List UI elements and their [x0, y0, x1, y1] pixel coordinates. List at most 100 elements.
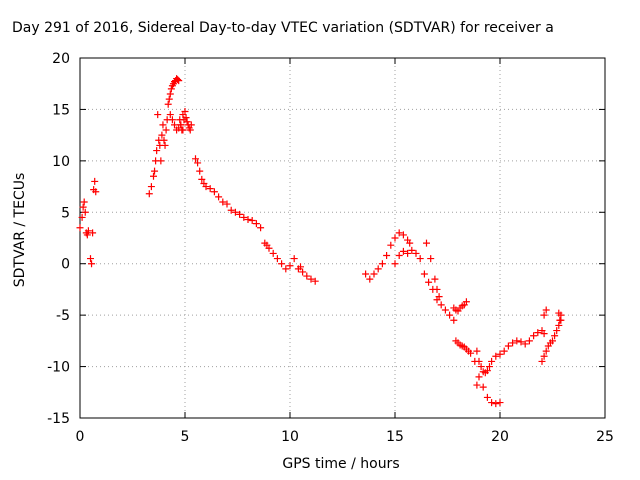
data-point [81, 208, 89, 216]
data-point [504, 342, 512, 350]
data-point [525, 337, 533, 345]
chart-title: Day 291 of 2016, Sidereal Day-to-day VTE… [12, 20, 554, 36]
data-point [154, 111, 162, 119]
data-point [166, 90, 174, 98]
data-point [157, 157, 165, 165]
data-point [542, 347, 550, 355]
data-point [431, 275, 439, 283]
data-point [150, 172, 157, 180]
data-point [540, 330, 548, 338]
data-point [160, 136, 168, 144]
data-point [427, 255, 435, 263]
data-point [198, 175, 206, 183]
data-point [231, 208, 239, 216]
data-point [192, 155, 199, 163]
data-point [435, 293, 443, 301]
data-point [488, 399, 496, 407]
data-point [450, 316, 458, 324]
data-point [174, 76, 182, 84]
data-point [483, 393, 491, 401]
data-point [244, 215, 252, 223]
data-point [87, 255, 94, 263]
x-tick-labels: 0 5 10 15 20 25 [76, 429, 614, 445]
data-point [441, 306, 449, 314]
data-point [299, 268, 307, 276]
data-point [517, 338, 525, 346]
data-point [540, 311, 548, 319]
data-point [399, 231, 407, 239]
data-point [219, 198, 227, 206]
y-tick-label: -10 [47, 360, 70, 376]
data-point [307, 275, 315, 283]
data-point [370, 270, 378, 278]
data-point [215, 193, 223, 201]
data-point [492, 400, 500, 408]
data-point [76, 224, 84, 232]
data-point [425, 278, 433, 286]
y-tick-label: 10 [52, 154, 70, 170]
data-point [557, 316, 565, 324]
y-tick-label: -15 [47, 411, 70, 427]
data-point [286, 262, 294, 270]
grid-lines [80, 58, 605, 418]
data-point [265, 244, 273, 252]
data-points [76, 75, 565, 408]
data-point [303, 272, 311, 280]
data-point [446, 311, 454, 319]
data-point [177, 121, 185, 129]
data-point [538, 357, 546, 365]
data-point [483, 367, 491, 375]
data-point [374, 265, 382, 273]
x-tick-label: 10 [281, 429, 299, 445]
data-point [423, 239, 430, 247]
data-point [206, 185, 214, 193]
data-point [171, 121, 178, 129]
data-point [437, 301, 445, 309]
data-point [273, 255, 281, 263]
data-point [378, 260, 386, 268]
data-point [282, 265, 290, 273]
data-point [475, 357, 483, 365]
data-point [433, 285, 441, 293]
data-point [383, 251, 391, 259]
data-point [408, 246, 416, 254]
y-tick-label: 5 [61, 205, 70, 221]
data-point [311, 277, 319, 285]
data-point [175, 77, 183, 85]
data-point [513, 337, 521, 345]
data-point [387, 241, 395, 249]
data-point [362, 270, 370, 278]
data-point [210, 188, 218, 196]
data-point [553, 327, 561, 335]
data-point [269, 249, 277, 257]
data-point [479, 383, 487, 391]
data-point [158, 131, 166, 139]
data-point [80, 198, 88, 206]
data-point [181, 107, 189, 115]
data-point [555, 309, 563, 317]
data-point [147, 183, 155, 191]
data-point [145, 190, 153, 198]
data-point [416, 255, 424, 263]
data-point [89, 229, 97, 237]
data-point [168, 116, 176, 124]
data-point [162, 126, 170, 134]
data-point [542, 306, 550, 314]
data-point [297, 263, 304, 271]
data-point [153, 147, 161, 155]
data-point [187, 121, 195, 129]
data-point [161, 141, 169, 149]
data-point [534, 329, 542, 337]
data-point [366, 275, 374, 283]
data-point [496, 350, 504, 358]
x-tick-label: 20 [491, 429, 509, 445]
data-point [477, 363, 485, 371]
axis-ticks [79, 57, 606, 419]
x-tick-label: 0 [76, 429, 85, 445]
data-point [462, 298, 470, 306]
y-tick-label: 0 [61, 257, 70, 273]
y-tick-label: 15 [52, 102, 70, 118]
data-point [467, 349, 475, 357]
data-point [159, 121, 167, 129]
data-point [202, 183, 210, 191]
